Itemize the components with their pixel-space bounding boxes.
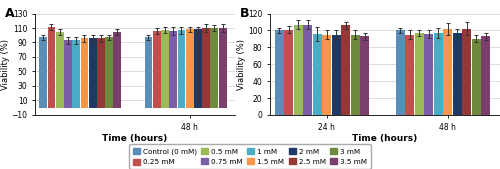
Bar [342,25,350,115]
Bar [106,37,113,108]
Text: B: B [240,7,250,20]
X-axis label: Time (hours): Time (hours) [102,134,168,143]
Y-axis label: Viability (%): Viability (%) [238,39,246,90]
Bar [415,33,424,115]
Bar [462,29,471,115]
Bar [89,38,96,108]
Bar [304,25,312,115]
Bar [275,30,284,115]
X-axis label: Time (hours): Time (hours) [352,134,418,143]
Bar [444,29,452,115]
Bar [396,30,405,115]
Bar [170,31,177,108]
Bar [194,29,202,108]
Bar [114,32,122,108]
Bar [453,33,462,115]
Bar [72,40,80,108]
Bar [210,28,218,108]
Bar [434,33,443,115]
Bar [97,38,105,108]
Bar [56,32,64,108]
Bar [186,29,194,108]
Bar [322,35,332,115]
Bar [161,30,169,108]
Bar [40,37,47,108]
Bar [202,28,210,108]
Bar [80,38,88,108]
Bar [332,35,341,115]
Bar [406,35,414,115]
Bar [294,25,303,115]
Text: A: A [5,7,15,20]
Bar [424,34,434,115]
Bar [153,31,160,108]
Bar [178,30,186,108]
Legend: Control (0 mM), 0.25 mM, 0.5 mM, 0.75 mM, 1 mM, 1.5 mM, 2 mM, 2.5 mM, 3 mM, 3.5 : Control (0 mM), 0.25 mM, 0.5 mM, 0.75 mM… [129,144,371,169]
Bar [64,40,72,108]
Bar [313,34,322,115]
Bar [218,28,226,108]
Bar [284,30,294,115]
Bar [351,35,360,115]
Y-axis label: Viability (%): Viability (%) [1,39,10,90]
Bar [472,39,481,115]
Bar [482,36,490,115]
Bar [144,37,152,108]
Bar [360,36,370,115]
Bar [48,27,56,108]
